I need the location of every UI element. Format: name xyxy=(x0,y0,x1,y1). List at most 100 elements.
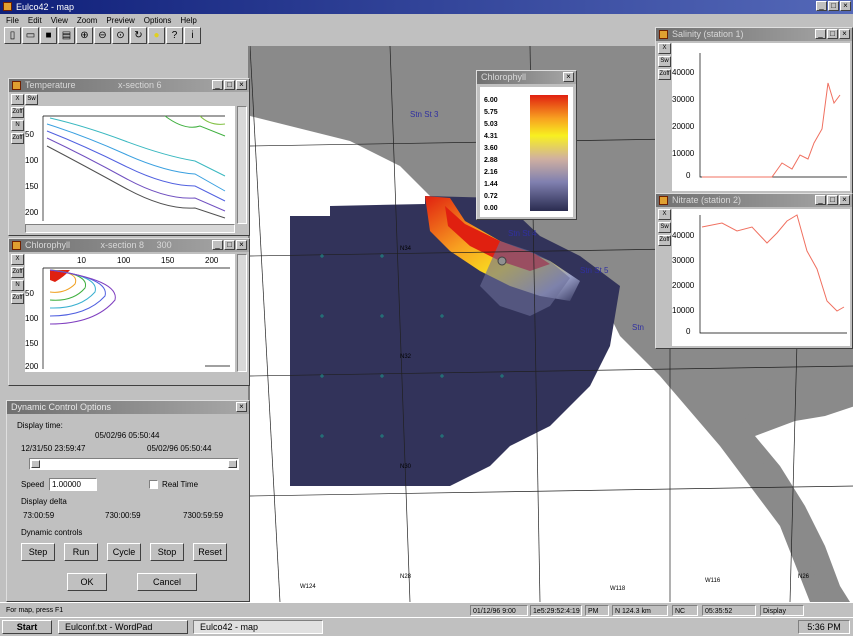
x-tick: 200 xyxy=(205,256,219,265)
taskbar-task-map[interactable]: Eulco42 - map xyxy=(193,620,323,634)
menu-options[interactable]: Options xyxy=(143,16,172,25)
y-tick: 200 xyxy=(25,208,39,217)
axis-sw-button[interactable]: Sw xyxy=(25,94,38,105)
help-icon[interactable]: ? xyxy=(166,27,183,44)
chlorophyll-section-window[interactable]: Chlorophyll x-section 8 300 _□× X Sw Zof… xyxy=(8,238,250,386)
y-tick: 30000 xyxy=(672,95,695,104)
dynamic-close[interactable]: × xyxy=(236,402,247,412)
menu-edit[interactable]: Edit xyxy=(27,16,42,25)
station-label-3[interactable]: Stn St 3 xyxy=(410,110,439,119)
station-bottom-close[interactable]: × xyxy=(839,195,850,205)
zoom-off-button[interactable]: Zoff xyxy=(11,293,24,304)
reset-button[interactable]: Reset xyxy=(193,543,227,561)
step-button[interactable]: Step xyxy=(21,543,55,561)
realtime-label: Real Time xyxy=(162,480,199,489)
station-label-5[interactable]: Stn St 5 xyxy=(580,266,609,275)
menu-zoom[interactable]: Zoom xyxy=(76,16,98,25)
delta-1[interactable]: 73:00:59 xyxy=(23,511,55,520)
axis-x-button[interactable]: X xyxy=(11,94,24,105)
horizontal-scrollbar[interactable] xyxy=(25,224,235,233)
close-button[interactable]: × xyxy=(840,1,851,11)
cycle-button[interactable]: Cycle xyxy=(107,543,141,561)
temperature-close[interactable]: × xyxy=(236,80,247,90)
legend-body: 6.00 5.75 5.03 4.31 3.60 2.88 2.16 1.44 0.72 0.00 xyxy=(480,87,573,217)
speed-field[interactable]: 1.00000 xyxy=(49,478,97,491)
menu-preview[interactable]: Preview xyxy=(106,16,135,25)
station-bottom-minimize[interactable]: _ xyxy=(815,195,826,205)
chlorophyll-maximize[interactable]: □ xyxy=(224,240,235,250)
axis-sw-button[interactable]: Sw xyxy=(658,222,671,233)
axis-n-button[interactable]: N xyxy=(11,120,24,131)
maximize-button[interactable]: □ xyxy=(828,1,839,11)
station-window-bottom[interactable]: Nitrate (station 2) _ □ × X Sw Zoff 40000 … xyxy=(655,193,853,349)
slider-thumb-left[interactable] xyxy=(31,460,40,468)
stop-button[interactable]: Stop xyxy=(150,543,184,561)
station-label-4[interactable]: Stn St 4 xyxy=(508,229,537,238)
start-button[interactable]: Start xyxy=(2,620,52,634)
menu-help[interactable]: Help xyxy=(180,16,197,25)
realtime-checkbox[interactable] xyxy=(149,480,158,489)
axis-x-button[interactable]: X xyxy=(11,254,24,265)
zoom-off-button[interactable]: Zoff xyxy=(11,133,24,144)
chlorophyll-minimize[interactable]: _ xyxy=(212,240,223,250)
legend-value: 3.60 xyxy=(484,145,498,152)
chlorophyll-close[interactable]: × xyxy=(236,240,247,250)
start-time: 12/31/50 23:59:47 xyxy=(21,444,86,453)
station-label-6[interactable]: Stn xyxy=(632,323,645,332)
axis-n-button[interactable]: N xyxy=(11,280,24,291)
taskbar-task-wordpad[interactable]: Eulconf.txt - WordPad xyxy=(58,620,188,634)
vertical-scrollbar[interactable] xyxy=(237,254,247,372)
station-bottom-maximize[interactable]: □ xyxy=(827,195,838,205)
zoom-in-icon[interactable]: ⊕ xyxy=(76,27,93,44)
refresh-icon[interactable]: ↻ xyxy=(130,27,147,44)
minimize-button[interactable]: _ xyxy=(816,1,827,11)
menu-view[interactable]: View xyxy=(50,16,68,25)
station-top-close[interactable]: × xyxy=(839,29,850,39)
open-icon[interactable]: ▭ xyxy=(22,27,39,44)
station-top-maximize[interactable]: □ xyxy=(827,29,838,39)
display-time-value: 05/02/96 05:50:44 xyxy=(95,431,160,440)
status-field: PM xyxy=(585,605,609,616)
station-top-series xyxy=(699,53,847,178)
y-tick: 0 xyxy=(686,327,691,336)
zoom-off-button[interactable]: Zoff xyxy=(658,69,671,80)
axis-sw-button[interactable]: Sw xyxy=(658,56,671,67)
color-icon[interactable]: ● xyxy=(148,27,165,44)
cancel-button[interactable]: Cancel xyxy=(137,573,197,591)
temperature-window[interactable]: Temperature x-section 6 _ □ × X Sw Zoff N … xyxy=(8,78,250,236)
y-tick: 40000 xyxy=(672,231,695,240)
run-button[interactable]: Run xyxy=(64,543,98,561)
zoom-fit-icon[interactable]: ⊙ xyxy=(112,27,129,44)
zoom-out-icon[interactable]: ⊖ xyxy=(94,27,111,44)
time-slider[interactable] xyxy=(29,458,239,470)
station-top-minimize[interactable]: _ xyxy=(815,29,826,39)
axis-x-button[interactable]: X xyxy=(658,209,671,220)
print-icon[interactable]: ▤ xyxy=(58,27,75,44)
save-icon[interactable]: ■ xyxy=(40,27,57,44)
temperature-contours xyxy=(42,115,226,221)
info-icon[interactable]: i xyxy=(184,27,201,44)
ok-button[interactable]: OK xyxy=(67,573,107,591)
x-tick: 100 xyxy=(117,256,131,265)
temperature-minimize[interactable]: _ xyxy=(212,80,223,90)
vertical-scrollbar[interactable] xyxy=(237,106,247,224)
delta-2[interactable]: 730:00:59 xyxy=(105,511,141,520)
axis-z-button[interactable]: Zoff xyxy=(11,107,24,118)
chlorophyll-plot: 10 100 150 200 50 100 150 200 xyxy=(25,254,235,372)
station-top-title-bar: Salinity (station 1) _ □ × xyxy=(656,28,852,41)
slider-thumb-right[interactable] xyxy=(228,460,237,468)
delta-3[interactable]: 7300:59:59 xyxy=(183,511,224,520)
window-icon xyxy=(12,81,21,90)
taskbar-clock[interactable]: 5:36 PM xyxy=(798,620,850,634)
temperature-maximize[interactable]: □ xyxy=(224,80,235,90)
y-tick: 20000 xyxy=(672,281,695,290)
station-point[interactable] xyxy=(497,256,507,266)
legend-close-button[interactable]: × xyxy=(563,72,574,82)
new-icon[interactable]: ▯ xyxy=(4,27,21,44)
axis-x-button[interactable]: X xyxy=(658,43,671,54)
station-window-top[interactable]: Salinity (station 1) _ □ × X Sw Zoff 40000… xyxy=(655,27,853,195)
zoom-off-button[interactable]: Zoff xyxy=(658,235,671,246)
menu-file[interactable]: File xyxy=(6,16,19,25)
axis-z-button[interactable]: Zoff xyxy=(11,267,24,278)
status-bar: For map, press F1 01/12/96 9:00 1e5:29:52… xyxy=(0,602,853,618)
